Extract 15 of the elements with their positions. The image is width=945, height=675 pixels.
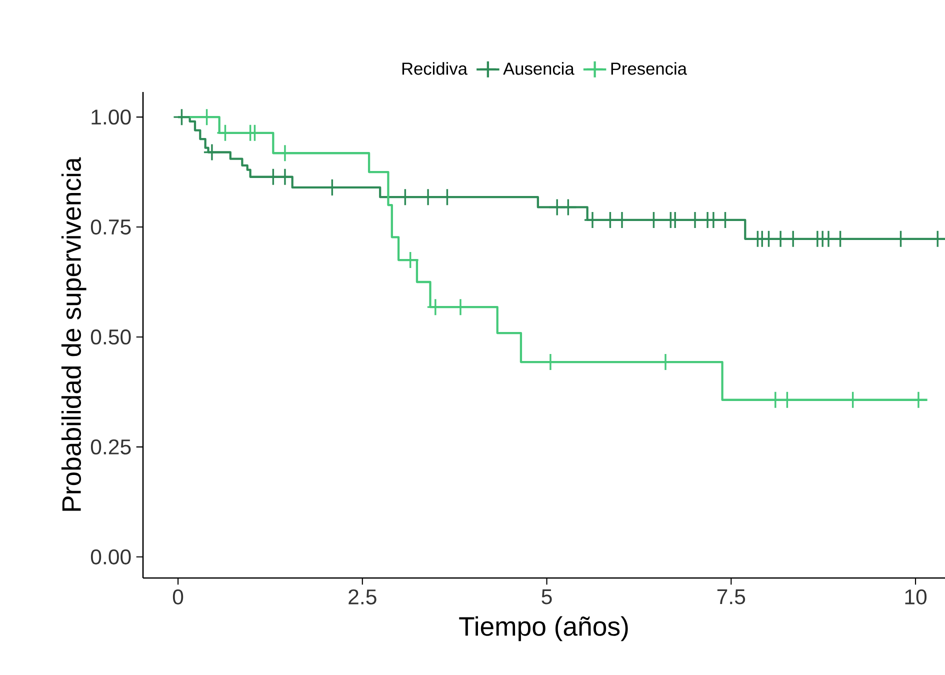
x-axis-title: Tiempo (años) <box>459 616 628 642</box>
y-tick-label: 0.25 <box>90 439 131 454</box>
legend-title: Recidiva <box>402 62 468 75</box>
legend-label: Presencia <box>611 62 687 75</box>
y-axis-title: Probabilidad de supervivencia <box>61 157 86 511</box>
y-tick-label: 1.00 <box>92 110 131 125</box>
y-tick-label: 0.00 <box>90 549 131 564</box>
x-tick-label: 2.5 <box>348 589 376 604</box>
legend-label: Ausencia <box>503 62 574 75</box>
y-tick-label: 0.75 <box>90 219 131 235</box>
x-tick-label: 0 <box>172 589 184 604</box>
x-tick-label: 5 <box>542 589 552 604</box>
x-tick-label: 10 <box>905 589 927 604</box>
y-tick-label: 0.50 <box>90 329 131 345</box>
x-tick-label: 7.5 <box>717 589 746 604</box>
